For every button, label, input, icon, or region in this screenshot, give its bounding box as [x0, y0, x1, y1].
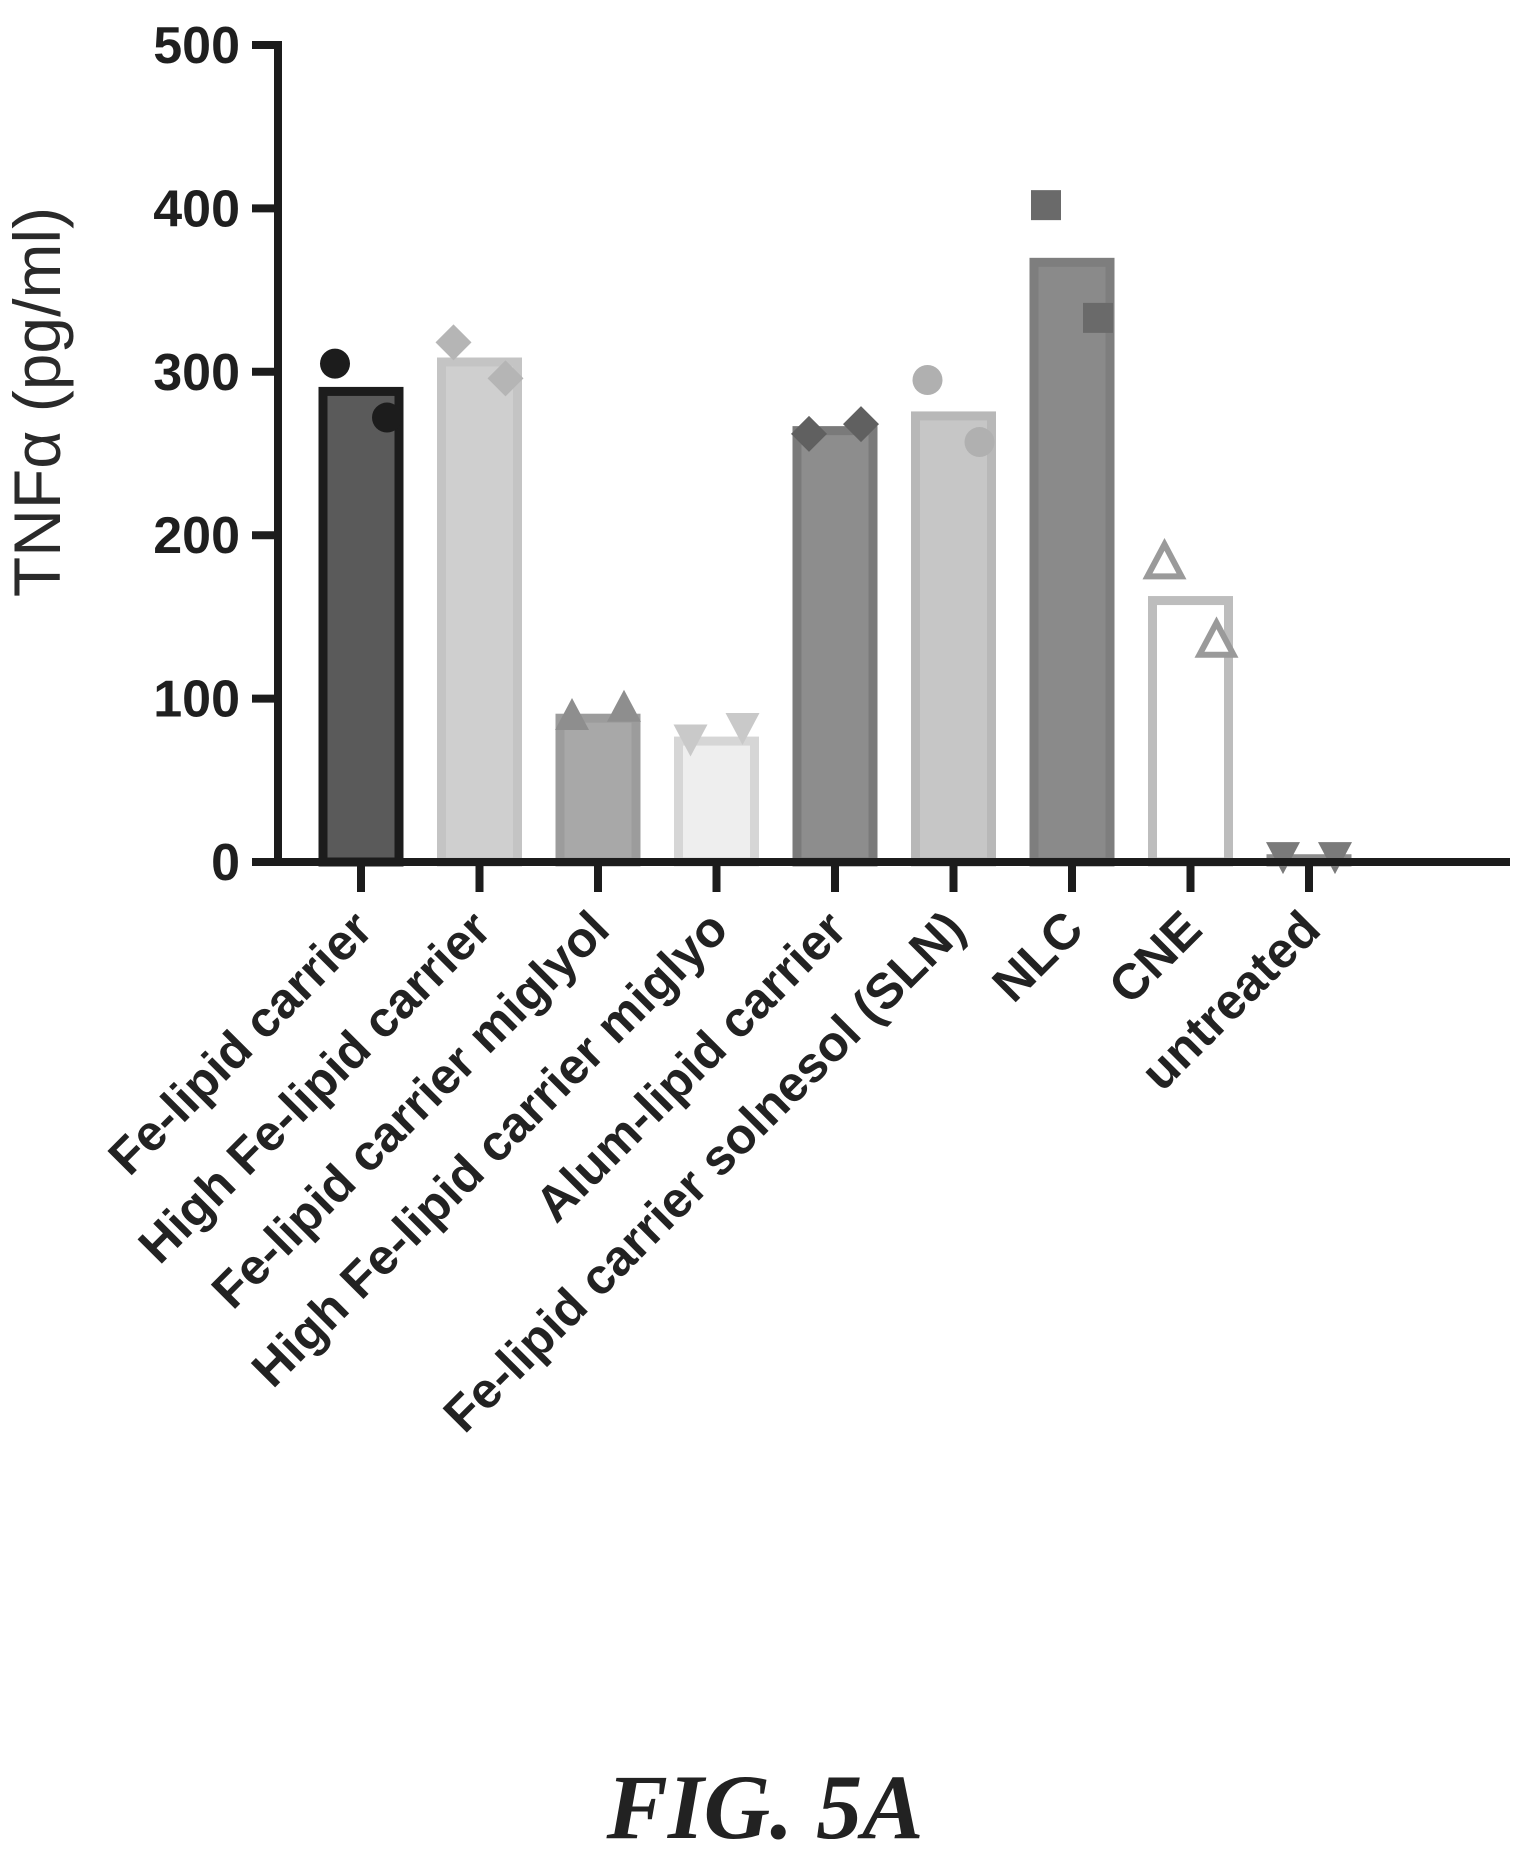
bar	[911, 411, 996, 867]
data-point	[791, 415, 827, 452]
y-tick-label: 400	[153, 180, 240, 238]
data-point	[320, 348, 350, 379]
data-point	[435, 324, 472, 361]
data-point	[1083, 302, 1113, 333]
y-axis-title-group: TNFα (pg/ml)	[0, 207, 74, 597]
data-point	[1194, 616, 1239, 658]
data-point	[964, 427, 995, 458]
y-tick-label: 500	[153, 17, 240, 75]
bars	[318, 257, 1352, 867]
y-axis-title: TNFα (pg/ml)	[0, 207, 74, 597]
y-tick-label: 200	[153, 507, 240, 565]
bar	[792, 426, 878, 867]
figure-caption: FIG. 5A	[606, 1756, 924, 1858]
data-point	[607, 689, 641, 722]
y-tick-label: 100	[153, 671, 240, 729]
data-point	[372, 402, 402, 433]
y-tick-label: 0	[211, 834, 240, 892]
bar	[318, 386, 404, 867]
data-point	[843, 406, 879, 443]
data-point	[1142, 537, 1187, 580]
bar	[555, 713, 641, 867]
bar	[437, 357, 522, 867]
data-point	[555, 697, 589, 730]
data-point	[673, 724, 708, 757]
data-point	[1031, 190, 1061, 221]
data-points	[320, 190, 1352, 875]
data-point	[725, 713, 760, 746]
y-axis-ticks: 0 100 200 300 400 500	[153, 17, 278, 892]
category-label: NLC	[982, 900, 1094, 1012]
y-tick-label: 300	[153, 344, 240, 402]
data-point	[912, 364, 943, 395]
bar	[674, 736, 759, 867]
bar	[1029, 257, 1115, 867]
data-point	[487, 360, 524, 397]
